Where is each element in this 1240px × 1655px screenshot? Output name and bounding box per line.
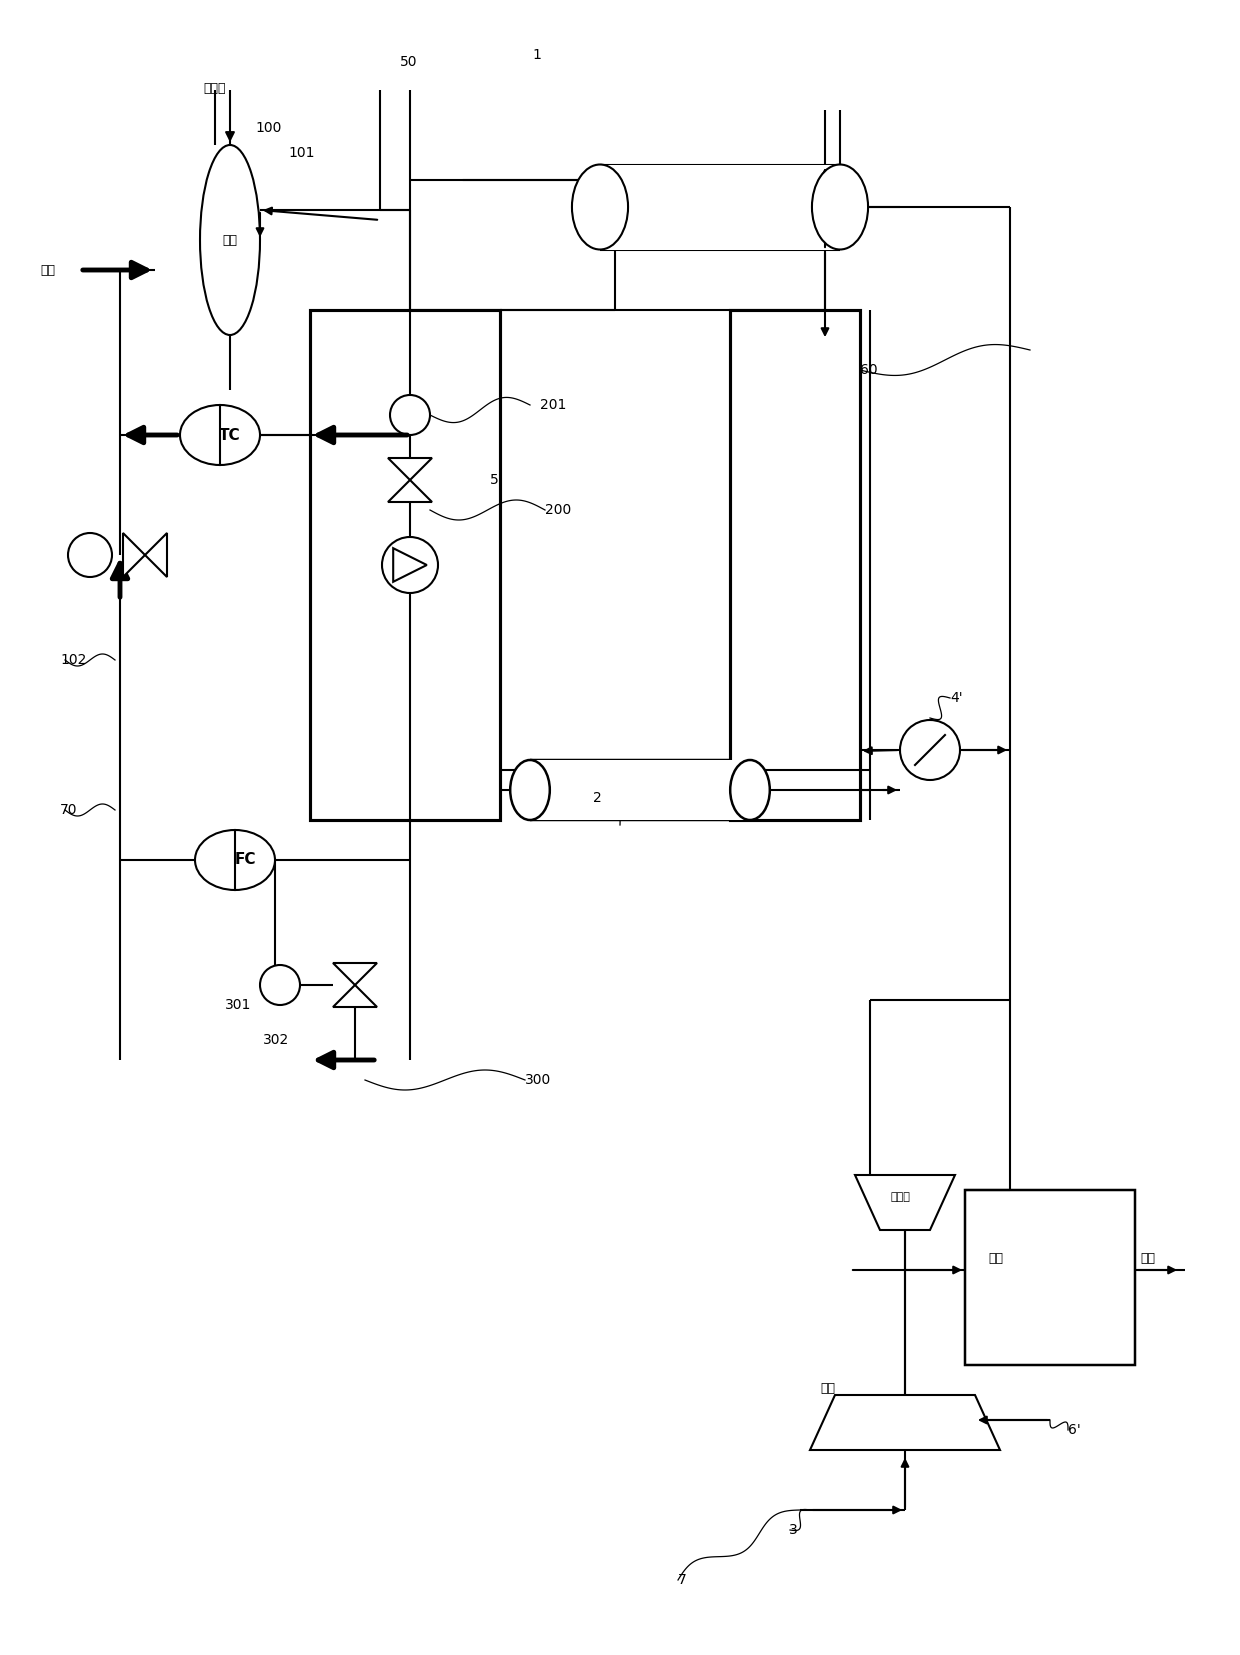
Ellipse shape — [195, 831, 275, 890]
Text: 302: 302 — [263, 1033, 289, 1048]
Bar — [310, 309, 500, 819]
Polygon shape — [123, 533, 145, 578]
Bar — [600, 164, 839, 250]
Polygon shape — [388, 458, 432, 480]
Text: 70: 70 — [60, 803, 77, 818]
Text: 蒸气: 蒸气 — [40, 263, 55, 276]
Text: 300: 300 — [525, 1072, 552, 1087]
Polygon shape — [810, 1395, 999, 1450]
Polygon shape — [334, 963, 377, 985]
Text: FC: FC — [234, 852, 255, 867]
Text: 锅炉水: 锅炉水 — [203, 81, 226, 94]
Text: 3: 3 — [789, 1523, 797, 1537]
Text: 精馏: 精馏 — [1140, 1251, 1154, 1264]
Bar — [529, 760, 750, 819]
Ellipse shape — [572, 164, 627, 250]
Ellipse shape — [730, 760, 770, 819]
Text: 精馏气: 精馏气 — [890, 1192, 910, 1202]
Bar — [965, 1190, 1135, 1365]
Ellipse shape — [510, 760, 549, 819]
Text: 4': 4' — [950, 692, 962, 705]
Text: 2: 2 — [593, 791, 601, 804]
Text: 7: 7 — [678, 1572, 687, 1587]
Polygon shape — [145, 533, 167, 578]
Text: 汽包: 汽包 — [222, 233, 238, 247]
Text: 60: 60 — [861, 362, 878, 377]
Circle shape — [391, 396, 430, 435]
Text: 1: 1 — [532, 48, 541, 61]
Text: 201: 201 — [539, 397, 567, 412]
Circle shape — [68, 533, 112, 578]
Text: 蒸汽: 蒸汽 — [988, 1251, 1003, 1264]
Text: 6': 6' — [1068, 1423, 1081, 1437]
Circle shape — [382, 536, 438, 592]
Text: 5': 5' — [490, 473, 502, 487]
Ellipse shape — [180, 405, 260, 465]
Text: 50: 50 — [401, 55, 418, 70]
Text: 301: 301 — [224, 998, 252, 1011]
Polygon shape — [388, 480, 432, 501]
Bar — [730, 309, 861, 819]
Text: 100: 100 — [255, 121, 281, 136]
Circle shape — [260, 965, 300, 1005]
Polygon shape — [856, 1175, 955, 1230]
Circle shape — [900, 720, 960, 780]
Text: 102: 102 — [60, 654, 87, 667]
Text: 蒸汽: 蒸汽 — [820, 1382, 835, 1395]
Text: 200: 200 — [546, 503, 572, 516]
Ellipse shape — [200, 146, 260, 334]
Ellipse shape — [812, 164, 868, 250]
Text: TC: TC — [219, 427, 241, 442]
Text: 101: 101 — [288, 146, 315, 161]
Polygon shape — [334, 985, 377, 1006]
